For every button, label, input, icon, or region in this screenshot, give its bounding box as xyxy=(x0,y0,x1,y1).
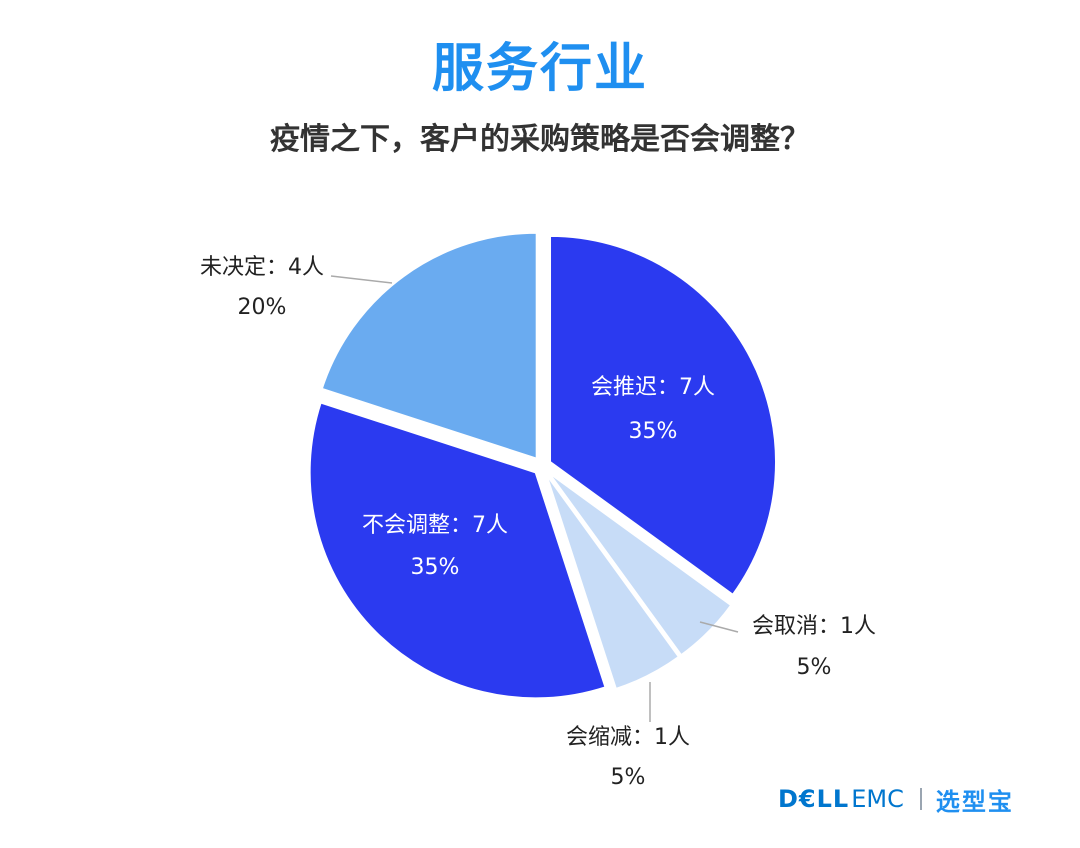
slice-percent: 20% xyxy=(238,295,287,320)
slice-percent: 5% xyxy=(611,765,646,790)
slice-label: 会缩减：1人 xyxy=(566,725,690,750)
slice-label: 不会调整：7人 xyxy=(362,513,508,538)
pie-slice xyxy=(320,231,538,461)
slice-label: 会取消：1人 xyxy=(752,614,876,639)
slice-percent: 5% xyxy=(797,655,832,680)
chart-title: 服务行业 xyxy=(431,39,648,99)
pie-slice xyxy=(547,471,733,657)
slice-label: 未决定：4人 xyxy=(200,255,324,280)
pie-slice xyxy=(545,473,681,691)
slice-percent: 35% xyxy=(629,419,678,444)
partner-logo: 选型宝 xyxy=(935,787,1014,816)
emc-logo: EMC xyxy=(851,785,904,813)
leader-line xyxy=(330,275,393,284)
dell-logo: D€LL xyxy=(778,785,850,813)
slice-percent: 35% xyxy=(411,555,460,580)
chart-subtitle: 疫情之下，客户的采购策略是否会调整？ xyxy=(270,122,810,157)
brand-divider xyxy=(919,788,922,810)
brand-logo: D€LL EMC 选型宝 xyxy=(778,783,1014,816)
pie-slice xyxy=(549,234,777,597)
pie-slice xyxy=(308,401,607,700)
slice-label: 会推迟：7人 xyxy=(591,375,715,400)
leader-line xyxy=(699,621,739,633)
